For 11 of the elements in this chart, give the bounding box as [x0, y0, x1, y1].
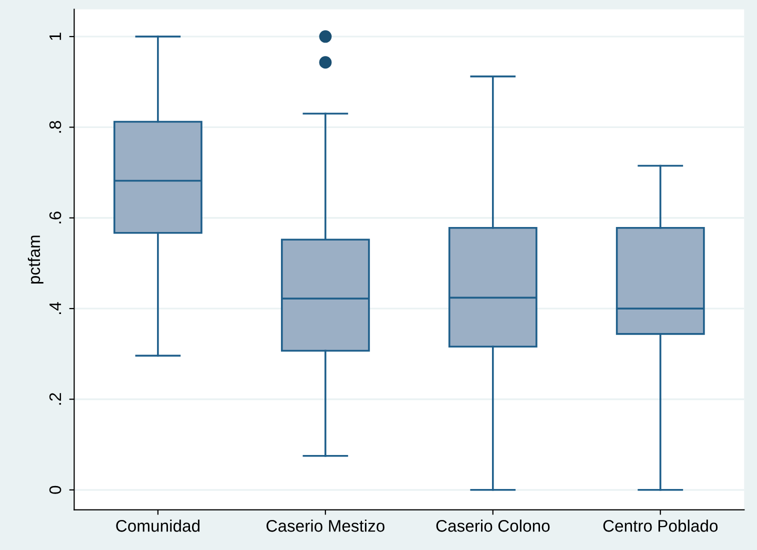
y-tick-label: 0: [49, 486, 62, 494]
y-tick-label: 1: [50, 32, 62, 40]
y-axis-title: pctfam: [28, 236, 44, 284]
x-tick-label: Caserio Mestizo: [266, 520, 384, 532]
y-tick-label: .8: [49, 120, 62, 133]
x-tick-label: Centro Poblado: [603, 520, 718, 532]
x-tick-label: Comunidad: [116, 520, 200, 532]
y-tick-label: .2: [49, 393, 62, 405]
y-tick-label: .4: [50, 302, 62, 314]
y-tick-label: .6: [49, 212, 62, 224]
x-tick-label: Caserio Colono: [436, 520, 550, 532]
